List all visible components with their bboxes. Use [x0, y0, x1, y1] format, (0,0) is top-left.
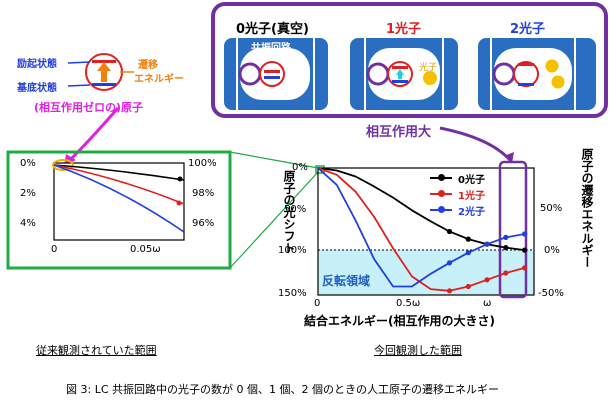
right-ylabel-right: 原子の遷移エネルギー [580, 148, 594, 268]
right-ytick-0: 0% [292, 162, 308, 173]
legend-item-0: 0光子 [430, 170, 500, 186]
legend-item-2: 2光子 [430, 202, 500, 218]
figure-caption: 図 3: LC 共振回路中の光子の数が 0 個、1 個、2 個のときの人工原子の… [66, 383, 499, 396]
right-chart-plot [317, 160, 535, 299]
series-point-1-11 [522, 265, 528, 271]
right-ytick-1: 50% [284, 204, 307, 215]
label-1-photon: 1光子 [386, 22, 422, 37]
states-panel [211, 2, 608, 118]
legend: 0光子 1光子 2光子 [430, 170, 500, 218]
resonator-2-photon [478, 38, 596, 110]
left-ytick-right-0: 100% [188, 158, 217, 169]
origin-highlight [52, 159, 74, 171]
left-ytick-right-1: 98% [192, 188, 215, 199]
left-ytick-right-2: 96% [192, 218, 215, 229]
right-xlabel: 結合エネルギー(相互作用の大きさ) [304, 314, 495, 328]
region-label: 反転領域 [322, 274, 371, 288]
atom-icon [85, 53, 123, 91]
right-caption: 今回観測した範囲 [374, 344, 462, 357]
resonator-0-photon [224, 38, 328, 110]
series-point-0-10 [503, 245, 509, 251]
right-ytick-right-1: 0% [544, 245, 560, 256]
right-ytick-3: 150% [278, 288, 307, 299]
series-point-1-8 [465, 283, 471, 290]
left-ytick-2: 4% [20, 218, 36, 229]
right-ylabel-left: 原子の光シフト [282, 170, 296, 254]
left-chart-frame [6, 150, 232, 270]
photon-label: 光子 [419, 63, 438, 73]
right-xtick-2: ω [483, 298, 492, 309]
excited-label: 励起状態 [17, 59, 57, 70]
interaction-arrow [439, 126, 512, 162]
series-point-2-11 [522, 231, 528, 237]
series-point-0-7 [446, 228, 453, 235]
series-point-2-9 [484, 241, 490, 247]
left-chart-curves [53, 164, 185, 233]
resonator-1-photon [350, 38, 458, 110]
left-xtick-0: 0 [51, 244, 58, 255]
right-xtick-1: 0.5ω [396, 298, 421, 309]
resonator-label: 共振回路 [251, 43, 291, 54]
interaction-label: 相互作用大 [366, 125, 432, 140]
label-2-photon: 2光子 [510, 22, 546, 37]
series-point-0-8 [465, 236, 471, 242]
left-ytick-1: 2% [20, 188, 36, 199]
series-line-1 [317, 167, 525, 292]
atom-arrow [68, 107, 120, 162]
series-point-0-11 [522, 247, 528, 253]
left-ytick-0: 0% [20, 158, 36, 169]
label-0-photon: 0光子(真空) [236, 22, 309, 37]
series-point-2-8 [465, 250, 471, 256]
left-caption: 従来観測されていた範囲 [36, 344, 157, 357]
left-xtick-1: 0.05ω [130, 244, 161, 255]
highlight-box [498, 160, 528, 299]
right-xtick-0: 0 [314, 298, 321, 309]
series-point-1-10 [503, 270, 509, 276]
legend-item-1: 1光子 [430, 186, 500, 202]
series-point-2-7 [446, 260, 453, 266]
ground-label: 基底状態 [17, 83, 57, 94]
atom-caption: (相互作用ゼロの)原子 [34, 101, 144, 114]
series-line-0 [317, 167, 525, 251]
transition-label-2: エネルギー [134, 74, 184, 85]
series-point-2-10 [503, 234, 509, 240]
right-ytick-right-0: 50% [540, 203, 563, 214]
series-point-1-9 [484, 277, 490, 283]
series-point-1-7 [446, 288, 453, 294]
series-line-2 [317, 167, 525, 288]
right-ytick-right-2: -50% [538, 288, 564, 299]
right-ytick-2: 100% [278, 245, 307, 256]
transition-label-1: 遷移 [138, 60, 158, 71]
